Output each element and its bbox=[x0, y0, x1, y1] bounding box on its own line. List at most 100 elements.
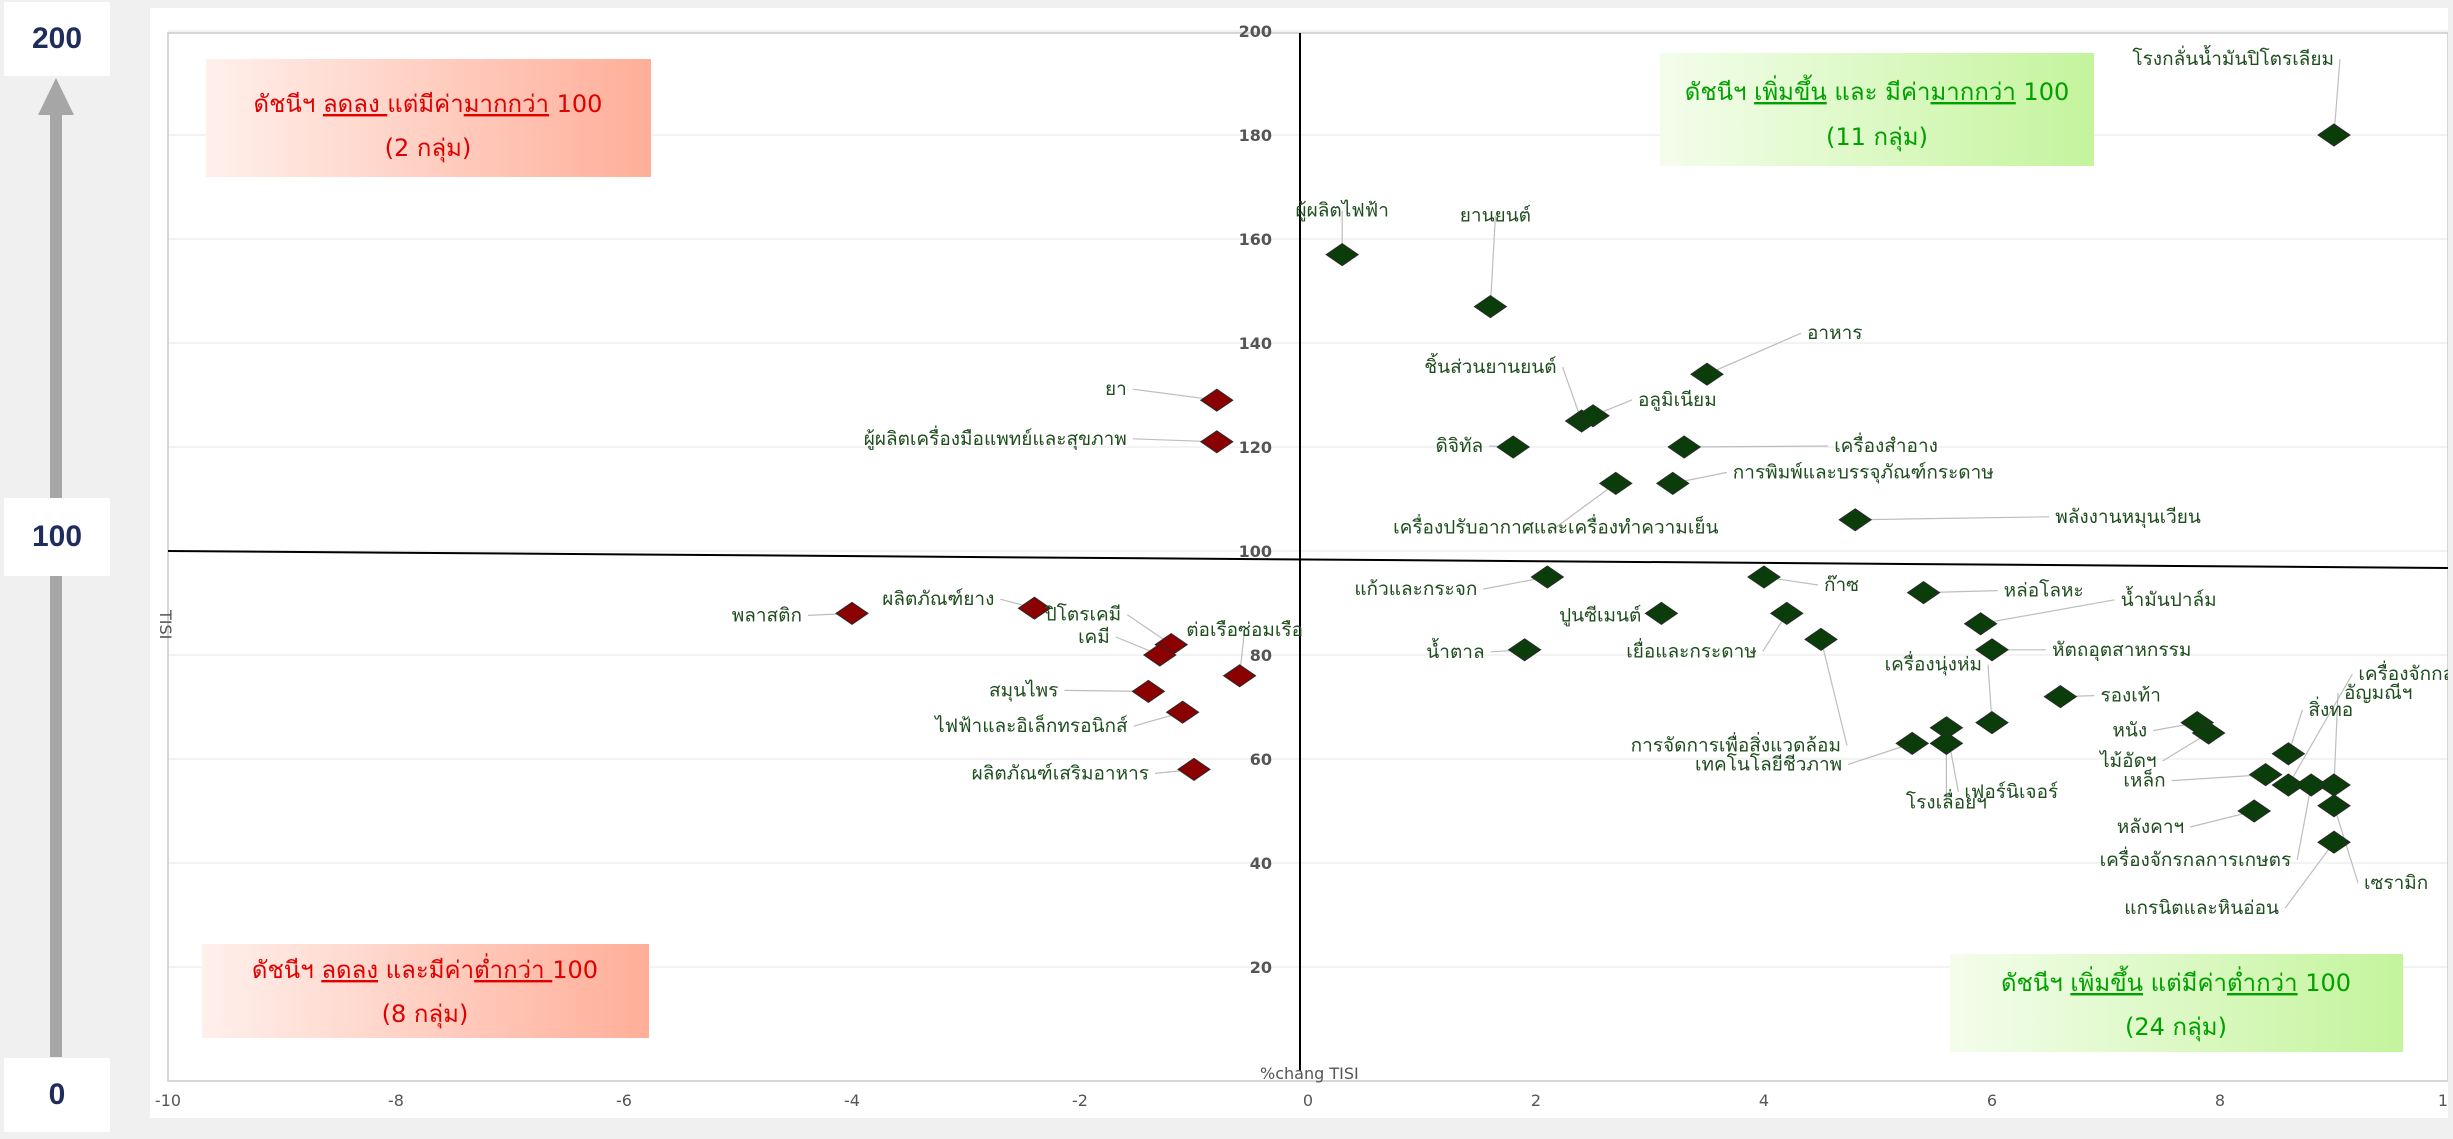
data-point-marker bbox=[1747, 565, 1781, 589]
data-point-label: โรงกลั่นน้ำมันปิโตรเลียม bbox=[2132, 45, 2334, 70]
data-point-label: เหล็ก bbox=[2123, 768, 2165, 792]
data-point-marker bbox=[1496, 435, 1531, 459]
data-point-label: เยื่อและกระดาษ bbox=[1626, 637, 1757, 662]
data-point-label: เทคโนโลยีชีวภาพ bbox=[1695, 752, 1842, 775]
data-point-label: ยานยนต์ bbox=[1460, 205, 1531, 227]
x-tick-label: -6 bbox=[616, 1091, 632, 1110]
leader-line bbox=[1706, 332, 1802, 375]
y-tick-label: 100 bbox=[1239, 542, 1272, 561]
x-tick-label: 4 bbox=[1759, 1091, 1769, 1110]
data-point-marker bbox=[1199, 430, 1234, 454]
data-point-marker bbox=[1325, 242, 1360, 267]
data-point-marker bbox=[1769, 601, 1804, 626]
data-point-label: สิ่งทอ bbox=[2308, 696, 2353, 721]
quadrant-bottom-left-line1: ดัชนีฯ ลดลง และมีค่าต่ำกว่า 100 bbox=[252, 953, 598, 984]
quadrant-top-left-line2: (2 กลุ่ม) bbox=[385, 134, 472, 163]
scale-top-label: 200 bbox=[4, 2, 110, 76]
data-point-label: หัตถอุตสาหกรรม bbox=[2052, 639, 2191, 662]
data-point-marker bbox=[2317, 830, 2351, 854]
data-point-label: เครื่องจักกล ฯ bbox=[2358, 660, 2448, 685]
data-point-marker bbox=[1530, 565, 1565, 589]
data-point-label: เครื่องนุ่งห่ม bbox=[1885, 651, 1982, 677]
x-tick-label: 6 bbox=[1987, 1091, 1997, 1110]
data-point-marker bbox=[2043, 684, 2078, 709]
data-point-label: ผู้ผลิตเครื่องมือแพทย์และสุขภาพ bbox=[864, 425, 1127, 451]
quadrant-top-right-line2: (11 กลุ่ม) bbox=[1826, 123, 1928, 152]
quadrant-top-left: ดัชนีฯ ลดลง แต่มีค่ามากกว่า 100 (2 กลุ่ม… bbox=[206, 59, 651, 177]
data-point-marker bbox=[2317, 794, 2351, 818]
data-point-marker bbox=[1177, 757, 1211, 782]
data-point-marker bbox=[1165, 700, 1200, 724]
data-point-label: เครื่องจักรกลการเกษตร bbox=[2100, 846, 2292, 871]
quadrant-top-right-line1: ดัชนีฯ เพิ่มขึ้น และ มีค่ามากกว่า 100 bbox=[1685, 74, 2069, 106]
data-point-label: ชิ้นส่วนยานยนต์ bbox=[1424, 353, 1556, 378]
data-point-label: น้ำตาล bbox=[1426, 638, 1484, 663]
data-point-label: หลังคาฯ bbox=[2117, 816, 2185, 838]
data-point-marker bbox=[1507, 638, 1542, 662]
y-tick-label: 80 bbox=[1250, 646, 1272, 665]
data-point-label: การพิมพ์และบรรจุภัณฑ์กระดาษ bbox=[1733, 461, 1994, 484]
data-point-label: ผู้ผลิตไฟฟ้า bbox=[1296, 200, 1389, 222]
scale-bar: 200 100 0 bbox=[0, 0, 112, 1135]
data-point-marker bbox=[1963, 612, 1998, 636]
data-point-marker bbox=[1667, 435, 1702, 459]
leader-line bbox=[1855, 516, 2050, 521]
quadrant-bottom-left: ดัชนีฯ ลดลง และมีค่าต่ำกว่า 100 (8 กลุ่ม… bbox=[202, 944, 649, 1038]
y-tick-label: 180 bbox=[1239, 126, 1272, 145]
x-tick-label: -4 bbox=[844, 1091, 860, 1110]
data-point-marker bbox=[835, 601, 869, 626]
data-labels: โรงกลั่นน้ำมันปิโตรเลียมผู้ผลิตไฟฟ้า ยานย… bbox=[732, 45, 2453, 919]
data-point-label: ไฟฟ้าและอิเล็กทรอนิกส์ bbox=[933, 713, 1128, 737]
x-axis-ticks: -10 -8 -6 -4 -2 0 2 4 6 8 10 bbox=[155, 1091, 2453, 1110]
data-point-marker bbox=[1655, 471, 1690, 496]
data-point-marker bbox=[1576, 404, 1610, 428]
leader-line bbox=[1489, 215, 1496, 307]
data-point-marker bbox=[1975, 638, 2009, 662]
data-point-marker bbox=[1142, 643, 1177, 667]
leader-line bbox=[2333, 692, 2339, 786]
data-point-label: เฟอร์นิเจอร์ bbox=[1964, 781, 2058, 803]
leader-line bbox=[1820, 639, 1848, 746]
data-point-label: แก้วและกระจก bbox=[1354, 578, 1477, 600]
data-point-marker bbox=[1598, 471, 1633, 496]
data-points bbox=[835, 123, 2351, 854]
data-point-marker bbox=[1473, 294, 1508, 319]
y-tick-label: 140 bbox=[1239, 334, 1272, 353]
quadrant-bottom-right: ดัชนีฯ เพิ่มขึ้น แต่มีค่าต่ำกว่า 100 (24… bbox=[1950, 954, 2403, 1052]
x-tick-label: -2 bbox=[1072, 1091, 1088, 1110]
x-tick-label: -8 bbox=[388, 1091, 404, 1110]
x-tick-label: 10 bbox=[2438, 1091, 2448, 1110]
x-tick-label: -10 bbox=[155, 1091, 181, 1110]
data-point-marker bbox=[2248, 762, 2283, 787]
data-point-marker bbox=[2271, 742, 2306, 766]
data-point-label: เครื่องปรับอากาศและเครื่องทำความเย็น bbox=[1393, 513, 1718, 538]
scatter-plot: 20 40 60 80 100 120 140 160 180 200 -10 -8 -6 -4 -2 0 2… bbox=[155, 22, 2453, 1110]
data-point-label: โรงเลื่อยฯ bbox=[1906, 788, 1987, 813]
y-tick-label: 160 bbox=[1239, 230, 1272, 249]
leader-line bbox=[2287, 673, 2353, 786]
scale-mid-label: 100 bbox=[4, 498, 110, 576]
scale-bottom-label: 0 bbox=[4, 1058, 110, 1132]
data-point-label: น้ำมันปาล์ม bbox=[2121, 586, 2217, 611]
quadrant-bottom-right-line2: (24 กลุ่ม) bbox=[2125, 1013, 2227, 1042]
y-tick-label: 120 bbox=[1239, 438, 1272, 457]
data-point-label: เครื่องสำอาง bbox=[1834, 432, 1938, 457]
gridlines bbox=[168, 30, 2448, 968]
x-tick-label: 8 bbox=[2215, 1091, 2225, 1110]
data-point-marker bbox=[2191, 721, 2226, 745]
data-point-marker bbox=[1690, 362, 1724, 386]
data-point-marker bbox=[2317, 123, 2351, 147]
leader-line bbox=[2171, 774, 2266, 782]
x-divider-line bbox=[167, 550, 2449, 569]
data-point-label: ต่อเรือซ่อมเรือ bbox=[1186, 619, 1303, 641]
data-point-label: เซรามิก bbox=[2364, 872, 2428, 894]
data-point-marker bbox=[1131, 679, 1166, 704]
data-point-marker bbox=[1804, 627, 1838, 652]
quadrant-bottom-right-line1: ดัชนีฯ เพิ่มขึ้น แต่มีค่าต่ำกว่า 100 bbox=[2001, 965, 2351, 997]
x-tick-label: 2 bbox=[1531, 1091, 1541, 1110]
scale-arrow-icon bbox=[38, 78, 74, 1057]
data-point-marker bbox=[1017, 596, 1052, 620]
data-point-label: ผลิตภัณฑ์ยาง bbox=[882, 588, 994, 610]
y-tick-label: 40 bbox=[1250, 854, 1272, 873]
data-point-label: ไม้อัดฯ bbox=[2098, 750, 2157, 772]
